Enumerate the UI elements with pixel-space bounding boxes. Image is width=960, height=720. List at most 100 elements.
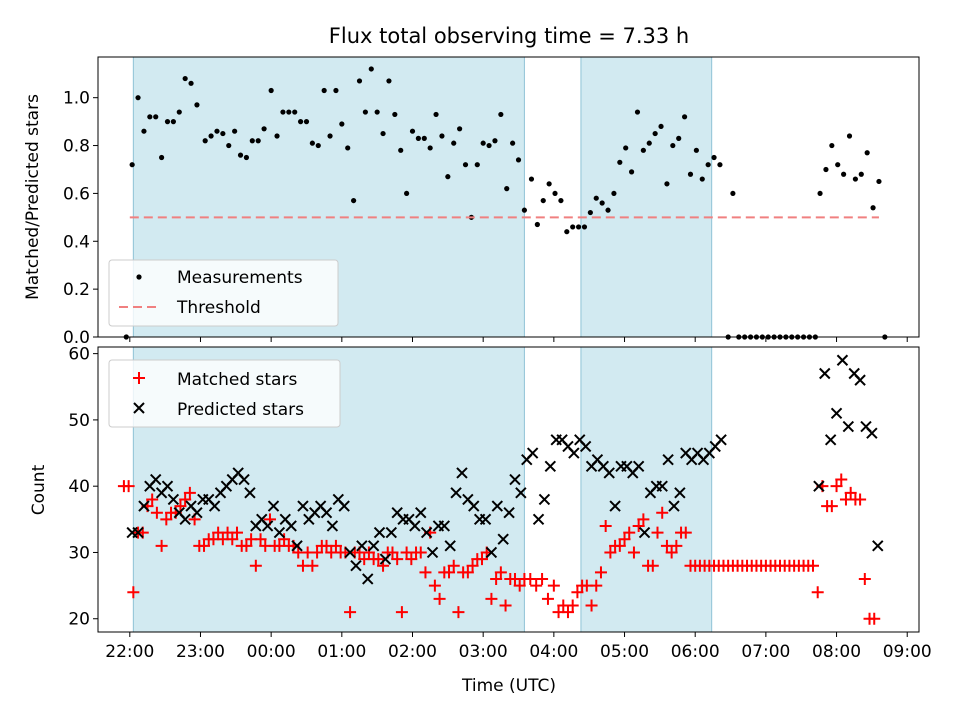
predicted-stars-point: [356, 540, 368, 552]
measurement-point: [570, 224, 576, 230]
matched-stars-point: [530, 579, 543, 592]
measurement-point: [486, 142, 492, 149]
predicted-stars-point: [468, 500, 480, 512]
measurement-point: [286, 109, 292, 115]
predicted-stars-point: [668, 500, 680, 512]
measurement-point: [356, 78, 363, 84]
predicted-stars-point: [344, 546, 356, 559]
measurement-point: [362, 109, 368, 115]
matched-stars-point: [835, 473, 848, 486]
measurement-point: [564, 229, 570, 235]
matched-stars-point: [499, 599, 512, 612]
predicted-stars-point: [819, 367, 831, 380]
measurement-point: [658, 123, 664, 130]
matched-stars-point: [155, 539, 168, 552]
x-tick-label: 00:00: [247, 642, 296, 662]
predicted-stars-point: [161, 480, 174, 492]
measurement-point: [141, 128, 147, 134]
measurement-point: [876, 178, 882, 185]
matched-stars-point: [571, 586, 584, 599]
measurement-point: [852, 176, 858, 182]
matched-stars-point: [858, 572, 871, 585]
x-tick-label: 08:00: [812, 642, 861, 662]
measurement-point: [864, 150, 870, 156]
predicted-stars-point: [638, 526, 651, 539]
measurement-point: [730, 190, 736, 197]
measurement-point: [445, 174, 451, 180]
top-y-tick-label: 0.2: [63, 280, 90, 300]
measurement-point: [634, 109, 641, 115]
bottom-y-tick-label: 40: [68, 477, 90, 497]
measurement-point: [829, 142, 835, 149]
measurement-point: [474, 162, 480, 168]
measurement-point: [280, 109, 286, 115]
matched-stars-point: [174, 500, 187, 513]
matched-stars-point: [854, 493, 867, 506]
predicted-stars-point: [373, 526, 386, 539]
top-panel-frame: [97, 56, 920, 338]
matched-stars-point: [679, 526, 692, 539]
predicted-stars-point: [813, 480, 825, 492]
x-tick-label: 02:00: [388, 642, 437, 662]
measurement-point: [176, 109, 182, 115]
matched-stars-point: [830, 480, 843, 493]
measurement-point: [605, 207, 611, 213]
bottom-y-tick-label: 50: [68, 411, 90, 431]
top-y-axis-label: Matched/Predicted stars: [23, 94, 43, 300]
matched-stars-point: [179, 493, 192, 506]
predicted-stars-point: [479, 513, 492, 526]
predicted-stars-point: [208, 500, 221, 512]
predicted-stars-point: [285, 520, 297, 532]
measurement-point: [858, 171, 864, 177]
x-tick-label: 23:00: [176, 642, 225, 662]
measurement-point: [147, 114, 153, 120]
matched-stars-point: [513, 579, 526, 592]
matched-stars-point: [811, 586, 824, 599]
predicted-stars-point: [238, 473, 250, 486]
top-data-marks: [123, 66, 888, 340]
top-y-ticks: 0.0 0.2 0.4 0.6 0.8 1.0: [63, 89, 98, 348]
matched-stars-point: [433, 592, 446, 605]
bottom-y-axis-label: Count: [29, 464, 49, 515]
measurement-point: [681, 114, 688, 120]
predicted-stars-point: [632, 460, 645, 473]
predicted-stars-point: [609, 500, 621, 512]
measurement-point: [303, 119, 310, 125]
matched-stars-point: [329, 539, 342, 552]
matched-stars-point: [443, 566, 456, 579]
measurement-point: [593, 195, 599, 201]
matched-stars-point: [623, 526, 636, 539]
measurement-point: [640, 147, 646, 153]
measurement-point: [646, 140, 652, 146]
legend-measurements-label: Measurements: [177, 268, 303, 288]
measurement-point: [404, 190, 410, 197]
measurement-point: [351, 197, 357, 204]
measurement-point: [243, 154, 250, 161]
matched-stars-point: [278, 533, 291, 546]
measurement-point: [159, 154, 165, 161]
measurement-point: [676, 135, 682, 141]
matched-stars-point: [306, 559, 319, 572]
top-legend: Measurements Threshold: [108, 259, 339, 327]
measurement-point: [841, 171, 847, 177]
measurement-point: [392, 111, 398, 118]
measurement-point: [623, 145, 629, 151]
predicted-stars-point: [150, 473, 162, 486]
predicted-stars-point: [491, 500, 504, 512]
predicted-stars-point: [267, 500, 280, 512]
top-y-tick-label: 0.6: [63, 184, 90, 204]
measurement-point: [835, 162, 841, 168]
top-y-tick-label: 0.8: [63, 137, 90, 157]
matched-stars-point: [646, 559, 659, 572]
measurement-point: [581, 224, 588, 230]
bottom-panel: 20 30 40 50 60 22:00 23:00 00:00 01:00 02:00 03:0…: [29, 345, 932, 696]
measurement-point: [462, 162, 469, 168]
measurement-point: [368, 66, 374, 72]
matched-stars-point: [566, 599, 579, 612]
measurement-point: [717, 162, 723, 168]
predicted-stars-point: [350, 560, 362, 572]
matched-stars-point: [475, 553, 488, 566]
measurement-point: [208, 133, 214, 139]
matched-stars-point: [590, 579, 603, 592]
bottom-y-ticks: 20 30 40 50 60: [68, 345, 98, 630]
